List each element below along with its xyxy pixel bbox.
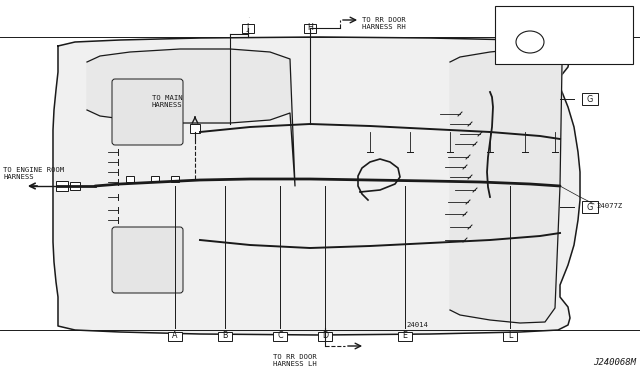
Text: G: G: [587, 94, 593, 103]
Polygon shape: [87, 49, 295, 186]
Text: B: B: [222, 331, 228, 340]
Text: H: H: [307, 23, 313, 32]
Bar: [273, 331, 287, 340]
Bar: [56, 181, 68, 191]
Text: A: A: [172, 331, 178, 340]
Bar: [582, 93, 598, 105]
FancyBboxPatch shape: [112, 227, 183, 293]
Text: E: E: [403, 331, 408, 340]
Ellipse shape: [516, 31, 544, 53]
Bar: [218, 331, 232, 340]
Bar: [242, 23, 254, 32]
Bar: [398, 331, 412, 340]
Bar: [495, 6, 633, 64]
Bar: [582, 201, 598, 213]
Text: J240068M: J240068M: [593, 358, 636, 367]
Text: 24077Z: 24077Z: [596, 203, 622, 209]
Text: TO MAIN
HARNESS: TO MAIN HARNESS: [152, 95, 182, 108]
Bar: [171, 176, 179, 182]
Text: TO RR DOOR
HARNESS LH: TO RR DOOR HARNESS LH: [273, 354, 317, 367]
Bar: [126, 176, 134, 182]
Bar: [70, 182, 80, 190]
Text: TO ENGINE ROOM
HARNESS: TO ENGINE ROOM HARNESS: [3, 167, 64, 180]
Bar: [318, 331, 332, 340]
Bar: [151, 176, 159, 182]
Bar: [168, 331, 182, 340]
Text: 24014: 24014: [406, 322, 428, 328]
Polygon shape: [450, 49, 562, 323]
Text: 30φ: 30φ: [546, 31, 559, 37]
Bar: [503, 331, 517, 340]
Text: 24269CD
(COVER HOLE): 24269CD (COVER HOLE): [538, 12, 590, 26]
Text: L: L: [508, 331, 512, 340]
Polygon shape: [53, 37, 580, 335]
Text: J: J: [247, 23, 249, 32]
Bar: [190, 124, 200, 132]
Text: D: D: [322, 331, 328, 340]
Bar: [304, 23, 316, 32]
Text: C: C: [277, 331, 283, 340]
Text: G: G: [587, 202, 593, 212]
FancyBboxPatch shape: [112, 79, 183, 145]
Text: TO RR DOOR
HARNESS RH: TO RR DOOR HARNESS RH: [362, 17, 406, 30]
